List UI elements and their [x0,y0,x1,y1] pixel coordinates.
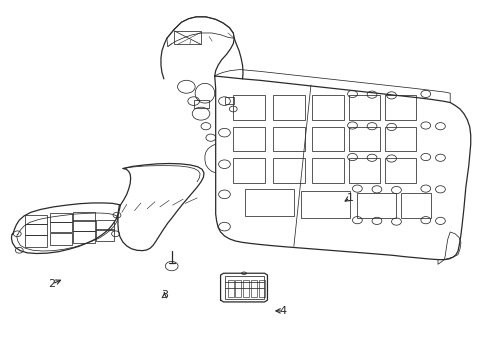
Bar [233,127,265,151]
Bar [49,233,72,245]
Bar [233,158,265,183]
Bar [194,100,209,108]
Bar [225,97,234,104]
Text: 1: 1 [346,193,354,203]
Bar [49,222,72,232]
Bar [313,95,343,120]
Bar [348,158,380,183]
Bar [228,280,234,297]
Bar [174,31,201,44]
Bar [385,95,416,120]
Bar [25,215,47,224]
Bar [273,95,305,120]
Bar [245,189,294,216]
Bar [225,276,264,299]
Bar [313,158,343,183]
Bar [251,280,257,297]
Bar [243,280,249,297]
Bar [385,158,416,183]
Bar [313,127,343,151]
Bar [273,127,305,151]
Bar [73,212,95,221]
Bar [348,95,380,120]
Bar [357,193,396,218]
Bar [25,224,47,234]
Text: 4: 4 [280,306,287,316]
Bar [73,220,95,231]
Text: 3: 3 [161,291,168,301]
Text: 2: 2 [49,279,55,289]
Bar [97,220,114,230]
Bar [301,191,350,218]
Bar [49,213,72,222]
Bar [348,127,380,151]
Bar [233,95,265,120]
Bar [385,127,416,151]
Bar [273,158,305,183]
Bar [401,193,431,218]
Bar [97,229,114,241]
Bar [25,235,47,247]
Bar [235,280,241,297]
Bar [73,231,95,243]
Bar [259,280,265,297]
